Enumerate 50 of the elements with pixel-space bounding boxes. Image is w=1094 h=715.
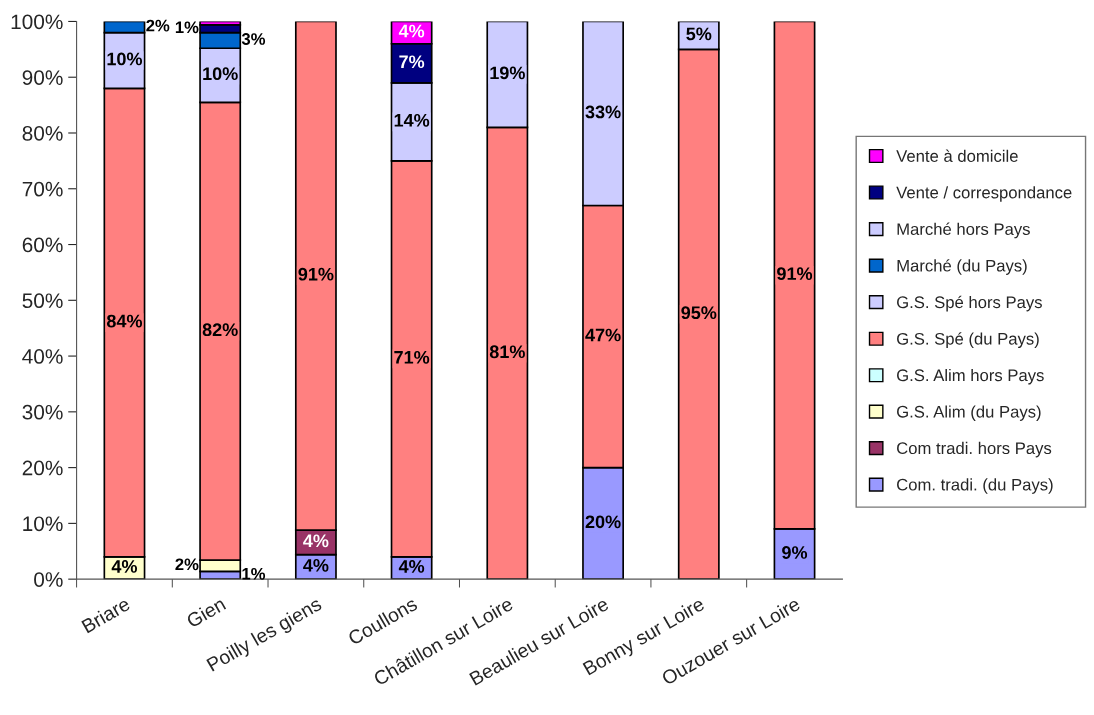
data-label: 10% [203,67,238,81]
data-label: 91% [298,267,334,281]
legend-label: Vente / correspondance [896,186,1072,202]
data-label: 91% [777,267,813,281]
data-label: 14% [394,113,430,127]
data-label: 5% [686,27,712,41]
x-tick-label: Briare [80,596,131,634]
y-tick-label: 20% [22,460,63,476]
data-label: 84% [106,314,143,328]
data-label: 82% [202,323,238,337]
data-label: 71% [394,350,430,364]
data-label: 9% [782,546,808,559]
data-label: 4% [398,24,425,38]
data-label: 4% [111,560,138,573]
data-label: 81% [489,345,525,359]
data-label: 4% [398,560,425,573]
data-label: 2% [175,558,199,571]
data-label: 33% [585,105,621,119]
legend-label: G.S. Alim hors Pays [897,368,1044,385]
data-label: 95% [681,306,717,320]
legend-label: G.S. Alim (du Pays) [897,405,1041,421]
legend-label: Marché hors Pays [897,222,1030,239]
legend-label: Com tradi. hors Pays [897,441,1052,458]
x-tick-label: Gien [185,596,227,629]
legend-label: G.S. Spé (du Pays) [897,332,1039,349]
data-label: 4% [303,558,329,572]
data-label: 1% [242,567,266,580]
y-tick-label: 70% [22,181,63,197]
legend-label: Marché (du Pays) [897,259,1027,275]
data-label: 10% [107,52,143,66]
y-tick-label: 10% [23,516,63,532]
y-tick-label: 30% [22,404,63,420]
data-label: 47% [585,328,621,342]
legend-label: G.S. Spé hors Pays [897,295,1042,312]
data-label: 3% [241,33,266,45]
legend-label: Com. tradi. (du Pays) [897,478,1053,494]
y-tick-label: 0% [34,572,63,587]
legend-label: Vente à domicile [896,149,1018,162]
data-label: 20% [585,515,621,529]
data-label: 19% [490,66,525,80]
y-tick-label: 80% [22,125,63,141]
data-label: 2% [146,19,170,32]
data-label: 7% [399,55,425,69]
y-tick-label: 100% [11,14,63,30]
y-tick-label: 50% [22,293,63,309]
data-label: 1% [175,21,199,34]
data-label: 4% [303,534,329,548]
y-tick-label: 90% [22,70,63,85]
y-tick-label: 40% [22,349,63,364]
y-tick-label: 60% [22,237,63,253]
